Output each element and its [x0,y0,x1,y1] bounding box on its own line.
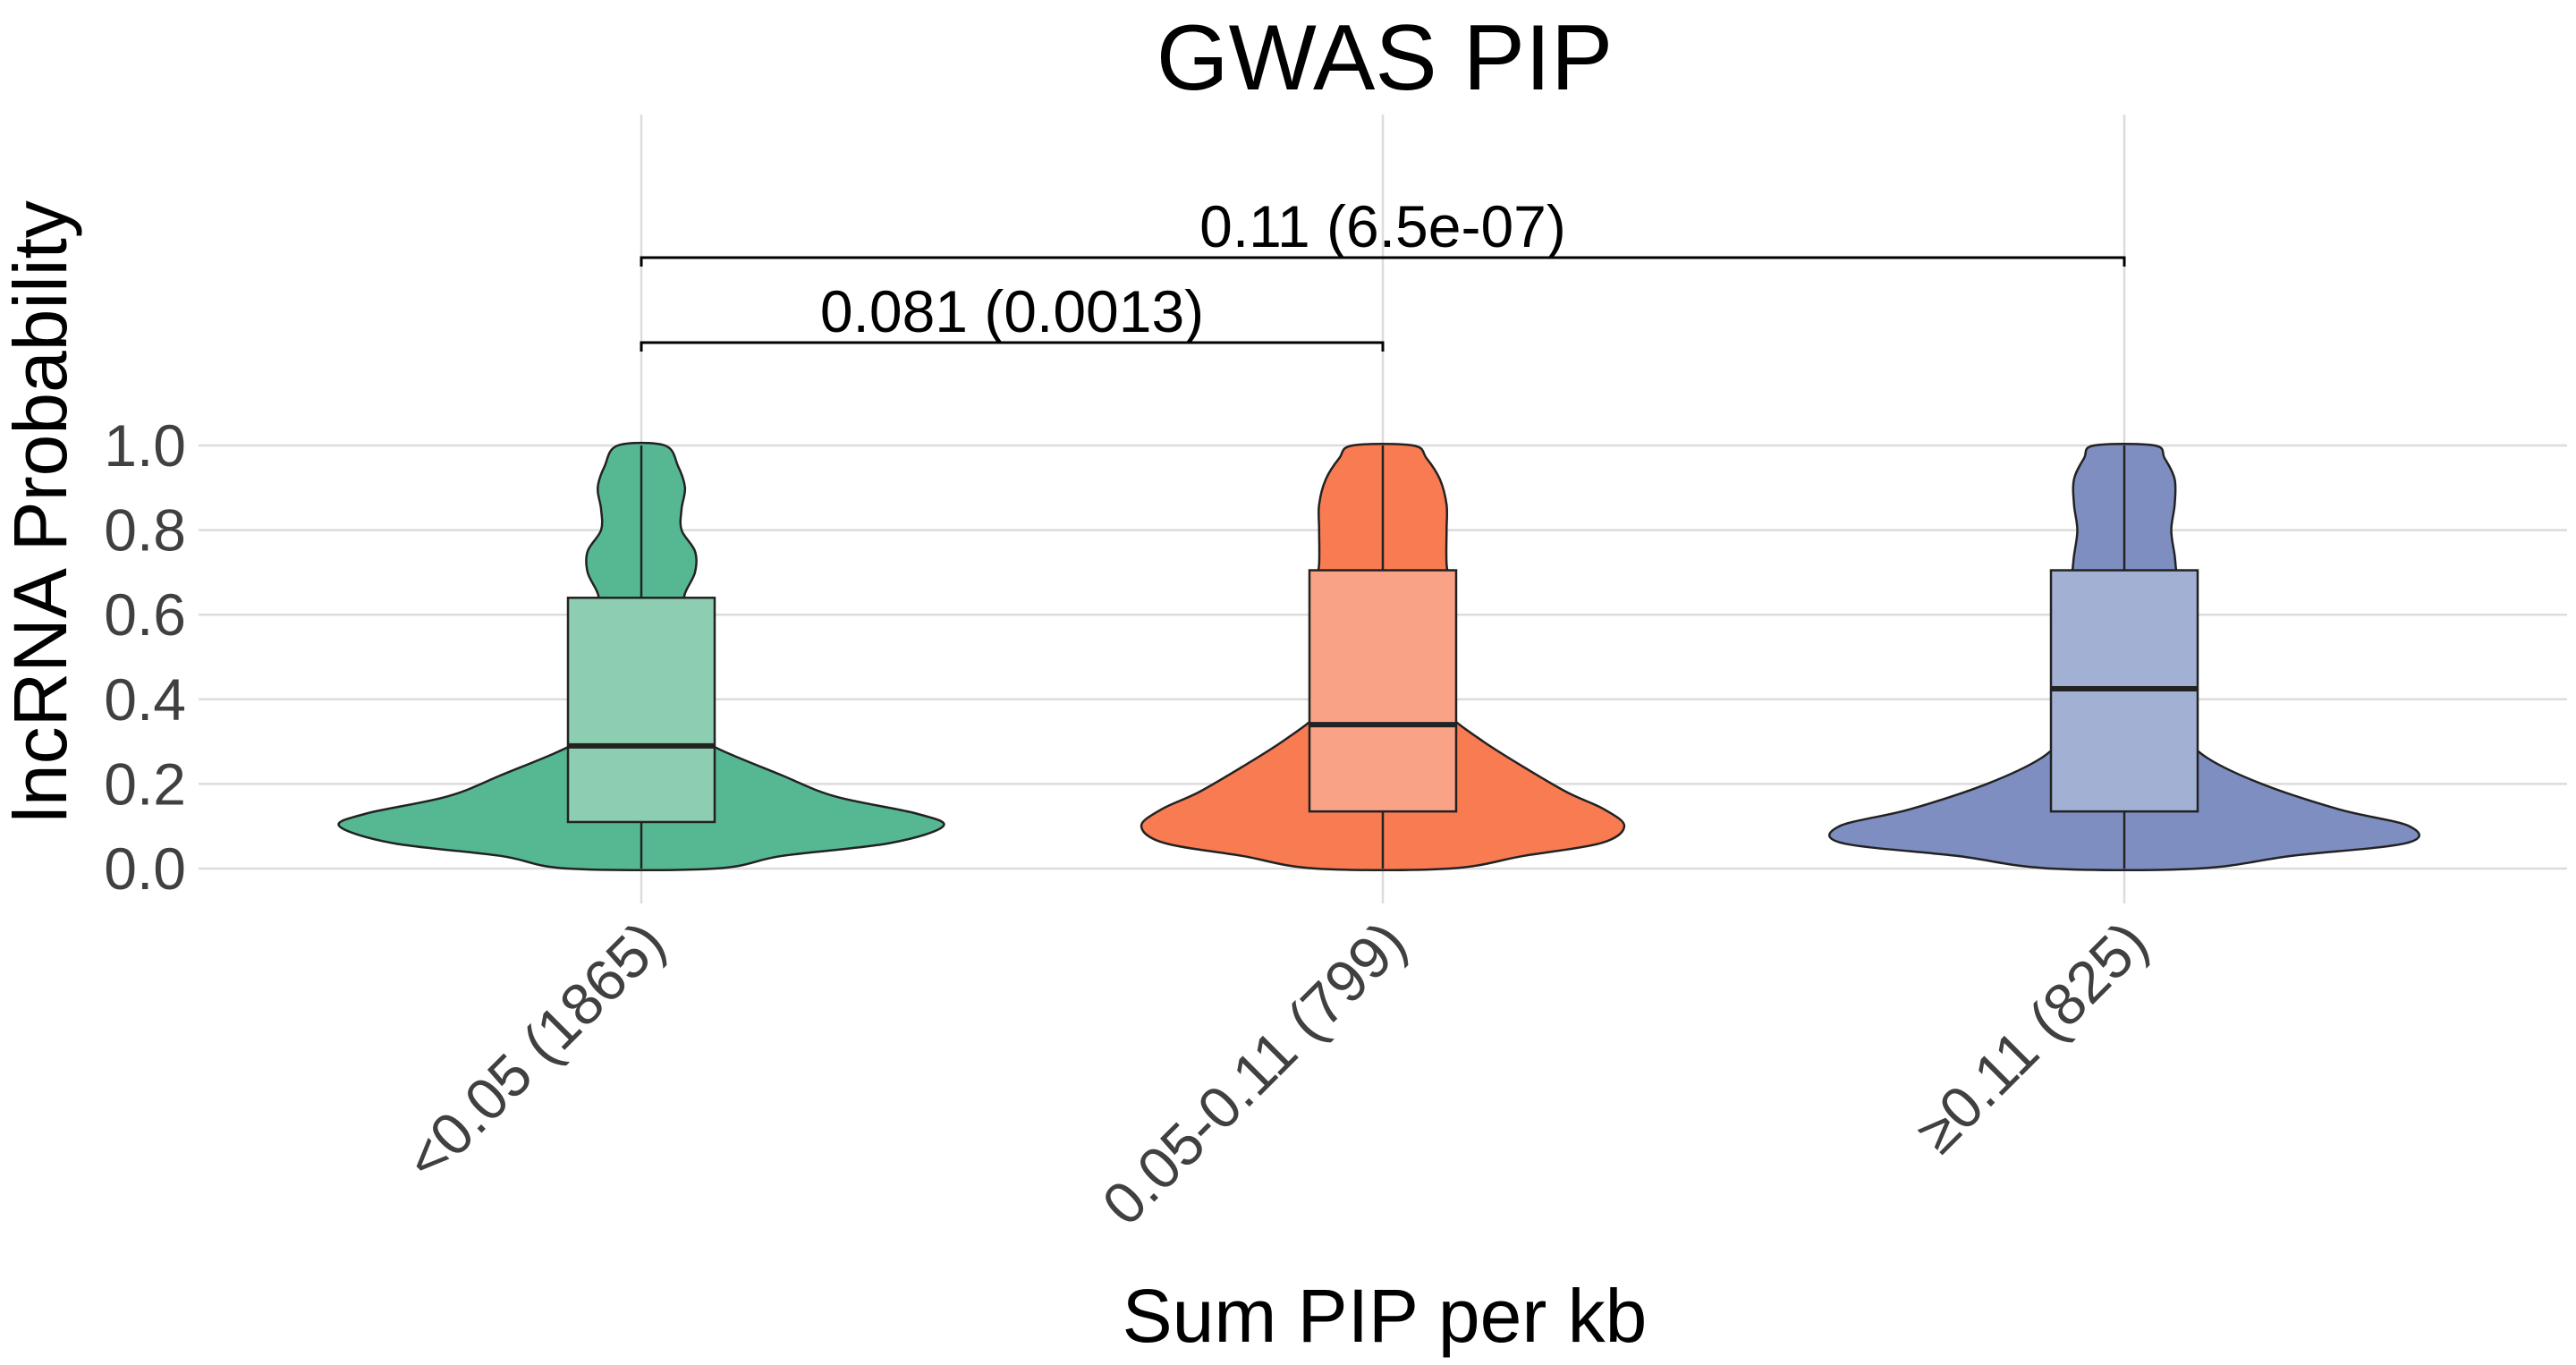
x-tick-label: ≥0.11 (825) [1903,909,2160,1166]
y-tick-label: 0.6 [104,581,186,648]
y-tick-label: 0.0 [104,835,186,902]
y-tick-label: 0.8 [104,497,186,564]
x-axis-title: Sum PIP per kb [1123,1274,1648,1358]
x-tick-label: <0.05 (1865) [393,909,677,1193]
significance-bracket: 0.081 (0.0013) [640,278,1385,352]
bracket-label: 0.081 (0.0013) [820,278,1204,344]
iqr-box [566,597,716,824]
y-axis-title: lncRNA Probability [0,200,82,823]
y-tick-label: 0.4 [104,666,186,733]
y-tick-label: 0.2 [104,750,186,817]
significance-bracket: 0.11 (6.5e-07) [640,193,2126,267]
y-tick-labels: 0.0 0.2 0.4 0.6 0.8 1.0 [104,412,186,902]
significance-brackets: 0.081 (0.0013) 0.11 (6.5e-07) [640,193,2126,352]
bracket-label: 0.11 (6.5e-07) [1199,193,1566,259]
y-tick-label: 1.0 [104,412,186,479]
violin-group [1140,442,1626,872]
iqr-box [1308,569,1458,813]
x-tick-label: 0.05-0.11 (799) [1089,909,1419,1238]
violins [337,441,2421,872]
bracket-line [640,341,1385,352]
x-tick-labels: <0.05 (1865) 0.05-0.11 (799) ≥0.11 (825) [393,909,2160,1238]
chart-title: GWAS PIP [1157,6,1613,110]
violin-group [337,441,945,872]
bracket-line [640,256,2126,267]
violin-group [1828,442,2421,872]
